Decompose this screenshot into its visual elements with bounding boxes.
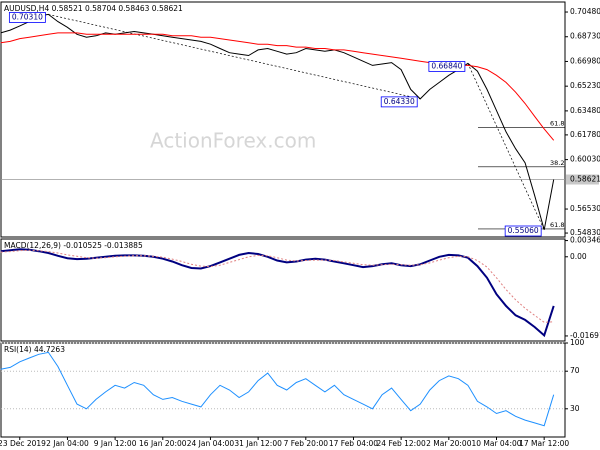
annotation-box bbox=[8, 12, 46, 23]
annotation-box bbox=[380, 96, 418, 108]
y-tick-label: 0.60030 bbox=[570, 155, 600, 164]
trend-line bbox=[48, 14, 421, 100]
panel-frame bbox=[0, 1, 566, 238]
series-line bbox=[0, 249, 554, 323]
panel-title: AUDUSD,H4 0.58521 0.58704 0.58463 0.5862… bbox=[4, 4, 183, 13]
y-tick-label: 0.54830 bbox=[570, 228, 600, 237]
y-tick-label: 0.66980 bbox=[570, 56, 600, 65]
annotation-box bbox=[504, 225, 542, 237]
y-tick-label: 0.65230 bbox=[570, 81, 600, 90]
x-tick-label: 24 Feb 12:00 bbox=[377, 439, 426, 448]
y-tick-label: -0.016919 bbox=[570, 331, 600, 340]
watermark: ActionForex.com bbox=[150, 129, 316, 153]
y-tick-label: 70 bbox=[570, 366, 580, 375]
y-tick-label: 100 bbox=[570, 338, 585, 347]
fib-label: 61.8 bbox=[550, 120, 564, 128]
annotation-label: 0.55060 bbox=[508, 226, 539, 235]
y-tick-label: 0.003466 bbox=[570, 236, 600, 245]
current-price-label: 0.58621 bbox=[570, 175, 600, 184]
y-tick-label: 30 bbox=[570, 404, 580, 413]
x-tick-label: 24 Jan 04:00 bbox=[187, 439, 235, 448]
y-tick-label: 0.56530 bbox=[570, 204, 600, 213]
y-tick-label: 0.70480 bbox=[570, 7, 600, 16]
fib-label: 61.8 bbox=[550, 221, 564, 229]
y-tick-label: 0.00 bbox=[570, 252, 587, 261]
annotation-label: 0.66840 bbox=[431, 61, 462, 70]
y-tick-label: 0.68730 bbox=[570, 32, 600, 41]
x-tick-label: 31 Jan 12:00 bbox=[234, 439, 282, 448]
x-tick-label: 17 Mar 12:00 bbox=[519, 439, 569, 448]
trend-line bbox=[467, 63, 545, 230]
panel-title: MACD(12,26,9) -0.010525 -0.013885 bbox=[4, 241, 143, 250]
x-tick-label: 16 Jan 20:00 bbox=[139, 439, 187, 448]
x-tick-label: 17 Feb 04:00 bbox=[329, 439, 378, 448]
current-price-box bbox=[566, 174, 599, 185]
x-tick-label: 7 Feb 20:00 bbox=[284, 439, 329, 448]
x-tick-label: 2 Jan 04:00 bbox=[46, 439, 89, 448]
annotation-label: 0.64330 bbox=[384, 97, 415, 106]
panel-frame bbox=[0, 238, 566, 342]
y-tick-label: 0.63480 bbox=[570, 106, 600, 115]
x-tick-label: 23 Dec 2019 bbox=[0, 439, 46, 448]
y-tick-label: 0.61780 bbox=[570, 130, 600, 139]
panel-title: RSI(14) 44.7263 bbox=[4, 345, 65, 354]
x-tick-label: 2 Mar 20:00 bbox=[426, 439, 472, 448]
x-tick-label: 9 Jan 12:00 bbox=[94, 439, 137, 448]
fib-label: 38.2 bbox=[550, 159, 564, 167]
series-line bbox=[0, 351, 555, 427]
x-tick-label: 10 Mar 04:00 bbox=[471, 439, 521, 448]
annotation-label: 0.70310 bbox=[12, 12, 43, 21]
annotation-box bbox=[428, 61, 466, 72]
